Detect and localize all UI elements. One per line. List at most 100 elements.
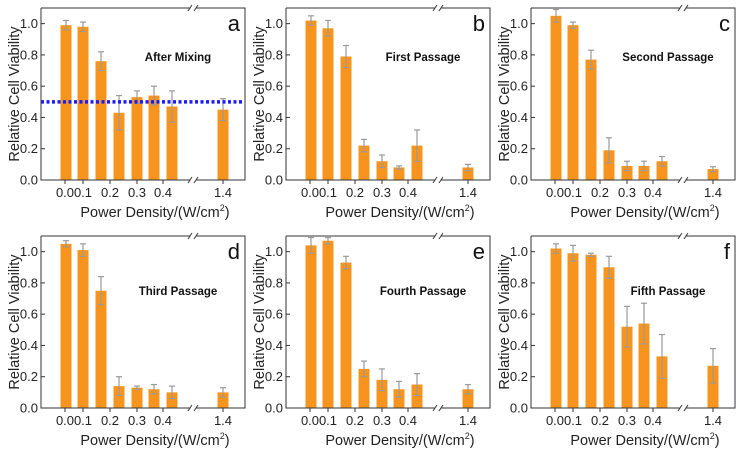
x-axis-label: Power Density/(W/cm2) [325, 203, 474, 221]
bar [166, 392, 178, 408]
axes-frame [530, 7, 736, 181]
panel-letter: e [473, 239, 485, 264]
axis-break-mark [432, 232, 444, 240]
y-tick-label: 0.2 [510, 369, 528, 384]
axis-break-mark [432, 4, 444, 12]
axes-frame [40, 235, 246, 409]
bar [638, 323, 650, 408]
y-axis-label: Relative Cell Viability [7, 26, 23, 162]
panel-e: 0.00.20.40.60.81.00.0 0.1 0.2 0.3 0.4 1.4Powe… [252, 232, 491, 449]
x-tick-label: 0.1 [564, 185, 582, 200]
bar [376, 161, 388, 180]
bar [131, 387, 143, 408]
x-tick-label: 1.4 [214, 413, 232, 428]
y-tick-label: 1.0 [510, 16, 528, 31]
bar [656, 161, 668, 180]
x-tick-label: 1.4 [459, 413, 477, 428]
y-tick-label: 0.0 [20, 173, 38, 188]
x-tick-label: 0.3 [618, 185, 636, 200]
superscript: 2 [465, 203, 470, 213]
x-tick-label: 0.4 [399, 185, 417, 200]
bar [462, 167, 474, 180]
y-tick-label: 1.0 [20, 16, 38, 31]
panel-b: 0.00.20.40.60.81.00.0 0.1 0.2 0.3 0.4 1.4Powe… [252, 4, 491, 221]
bar [148, 389, 160, 408]
y-tick-label: 0.0 [265, 173, 283, 188]
y-tick-label: 0.8 [510, 47, 528, 62]
bar [148, 95, 160, 180]
bar [340, 262, 352, 408]
x-axis-label: Power Density/(W/cm2) [570, 203, 719, 221]
x-tick-label: 0.4 [644, 185, 662, 200]
y-tick-label: 0.6 [20, 79, 38, 94]
y-tick-label: 0.6 [265, 79, 283, 94]
x-axis-label-end: ) [470, 433, 475, 449]
y-tick-label: 0.4 [265, 110, 283, 125]
bar [217, 392, 229, 408]
bar [305, 245, 317, 408]
superscript: 2 [220, 431, 225, 441]
x-tick-label: 0.4 [644, 413, 662, 428]
x-tick-label: 0.2 [101, 185, 119, 200]
y-tick-label: 0.2 [20, 141, 38, 156]
bar [77, 26, 89, 180]
bar [638, 165, 650, 180]
bar [707, 365, 719, 408]
x-tick-label: 0.2 [346, 413, 364, 428]
y-tick-label: 0.2 [265, 141, 283, 156]
x-tick-label: 0.4 [154, 413, 172, 428]
bar [567, 253, 579, 408]
bar [603, 150, 615, 180]
y-tick-label: 0.6 [20, 307, 38, 322]
x-tick-label: 0.3 [618, 413, 636, 428]
x-axis-label-end: ) [715, 205, 720, 221]
y-axis-label: Relative Cell Viability [7, 254, 23, 390]
y-tick-label: 0.8 [265, 275, 283, 290]
axes-frame [530, 235, 736, 409]
bar [411, 384, 423, 408]
x-tick-label: 0.3 [373, 413, 391, 428]
panel-f: 0.00.20.40.60.81.00.0 0.1 0.2 0.3 0.4 1.4Powe… [497, 232, 736, 449]
panel-title: Second Passage [622, 52, 713, 64]
y-tick-label: 0.8 [265, 47, 283, 62]
panel-title: Fourth Passage [380, 286, 466, 298]
y-tick-label: 0.6 [510, 307, 528, 322]
bar [585, 59, 597, 180]
bar [95, 290, 107, 408]
axis-break-mark [187, 4, 199, 12]
y-tick-label: 0.8 [20, 47, 38, 62]
bar [550, 15, 562, 181]
superscript: 2 [465, 431, 470, 441]
axis-break-mark [677, 4, 689, 12]
y-tick-label: 0.8 [510, 275, 528, 290]
y-axis-label: Relative Cell Viability [497, 26, 513, 162]
bar [340, 56, 352, 180]
bar [358, 368, 370, 408]
x-tick-label: 0.1 [74, 185, 92, 200]
panel-letter: f [724, 239, 731, 264]
panel-letter: b [473, 11, 485, 36]
x-tick-label: 1.4 [459, 185, 477, 200]
bar [621, 326, 633, 408]
x-axis-label: Power Density/(W/cm2) [80, 203, 229, 221]
bar [603, 267, 615, 408]
x-tick-label: 0.0 [301, 413, 319, 428]
y-tick-label: 0.0 [510, 173, 528, 188]
axis-break-mark [187, 176, 199, 184]
x-axis-label-end: ) [225, 433, 230, 449]
bar [585, 254, 597, 408]
bar [217, 109, 229, 180]
y-tick-label: 1.0 [265, 16, 283, 31]
y-tick-label: 0.4 [20, 110, 38, 125]
y-tick-label: 0.0 [20, 401, 38, 416]
panel-letter: c [719, 11, 730, 36]
x-tick-label: 0.2 [101, 413, 119, 428]
y-axis-label: Relative Cell Viability [497, 254, 513, 390]
y-tick-label: 1.0 [510, 244, 528, 259]
x-axis-label-end: ) [470, 205, 475, 221]
bar [322, 240, 334, 408]
x-axis-label-end: ) [225, 205, 230, 221]
panel-title: Third Passage [139, 286, 218, 298]
y-tick-label: 0.8 [20, 275, 38, 290]
